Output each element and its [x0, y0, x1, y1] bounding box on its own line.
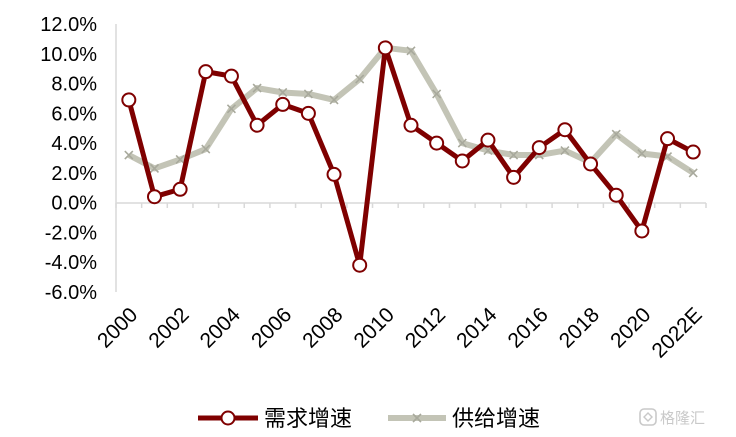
y-tick-label: 6.0% — [51, 103, 97, 125]
data-point — [557, 122, 573, 138]
data-point — [611, 129, 621, 139]
data-point — [432, 89, 442, 99]
legend-label: 供给增速 — [452, 407, 540, 432]
data-point — [326, 166, 342, 182]
y-tick-label: 8.0% — [51, 74, 97, 96]
data-point — [531, 140, 547, 156]
data-point — [249, 117, 265, 133]
data-point — [226, 104, 237, 114]
data-point — [480, 132, 496, 148]
x-tick-label: 2014 — [452, 303, 502, 353]
watermark: 格隆汇 — [639, 408, 705, 427]
data-point — [275, 96, 291, 112]
data-point — [637, 148, 647, 159]
series-line — [126, 45, 695, 268]
x-tick-label: 2012 — [401, 303, 450, 352]
x-tick-label: 2002 — [144, 303, 193, 352]
data-point — [198, 64, 214, 80]
data-point — [634, 223, 650, 239]
y-tick-label: 0.0% — [51, 193, 97, 215]
data-point — [457, 138, 467, 148]
y-axis: 12.0% 10.0% 8.0% 6.0% 4.0% 2.0% 0.0% -2.0% -4.0%… — [40, 14, 117, 304]
data-point — [121, 92, 137, 108]
y-tick-label: 10.0% — [40, 44, 97, 66]
series-line — [127, 44, 695, 176]
data-point — [278, 87, 288, 98]
x-tick-label: 2006 — [247, 303, 296, 352]
legend-item-supply: 供给增速 — [388, 407, 540, 432]
data-point — [124, 150, 134, 160]
y-tick-label: -2.0% — [45, 222, 97, 244]
data-point — [175, 154, 185, 165]
data-point — [149, 163, 160, 173]
legend-item-demand: 需求增速 — [198, 407, 352, 432]
y-tick-label: 12.0% — [40, 14, 97, 36]
x-tick-label: 2022E — [648, 303, 707, 362]
x-axis: 2000 2002 2004 2006 2008 2010 2012 2014 2016 2018… — [93, 202, 707, 362]
x-tick-label: 2010 — [350, 303, 399, 352]
data-point — [506, 169, 522, 185]
data-point — [688, 168, 698, 178]
legend-label: 需求增速 — [264, 407, 352, 432]
legend-marker — [220, 410, 236, 426]
data-point — [223, 68, 239, 84]
y-tick-label: -4.0% — [45, 252, 97, 274]
logo-icon — [639, 408, 657, 426]
data-point — [608, 187, 624, 203]
data-point — [509, 150, 519, 160]
x-tick-label: 2004 — [196, 303, 246, 353]
data-point — [201, 144, 211, 154]
data-point — [403, 117, 419, 133]
data-point — [429, 135, 445, 151]
series-layer — [121, 40, 701, 273]
y-tick-label: -6.0% — [45, 282, 97, 304]
data-point — [300, 105, 316, 121]
data-point — [583, 156, 599, 172]
data-point — [377, 40, 393, 56]
data-point — [454, 153, 470, 169]
x-tick-label: 2016 — [503, 303, 552, 352]
x-tick-label: 2008 — [298, 303, 347, 352]
x-tick-label: 2000 — [93, 303, 142, 352]
watermark-text: 格隆汇 — [660, 409, 705, 427]
data-point — [660, 131, 676, 147]
series-supply — [124, 43, 698, 178]
series-demand — [121, 40, 701, 273]
y-tick-label: 4.0% — [51, 133, 97, 155]
data-point — [146, 189, 162, 205]
legend-marker — [412, 413, 422, 423]
data-point — [172, 181, 188, 197]
y-tick-label: 2.0% — [51, 163, 97, 185]
data-point — [560, 145, 570, 156]
data-point — [406, 46, 416, 56]
data-point — [352, 257, 368, 273]
data-point — [252, 83, 262, 93]
data-point — [355, 74, 365, 84]
legend: 需求增速 供给增速 — [198, 407, 540, 432]
data-point — [685, 144, 701, 160]
data-point — [303, 89, 313, 99]
x-tick-label: 2018 — [555, 303, 604, 352]
data-point — [329, 95, 339, 105]
